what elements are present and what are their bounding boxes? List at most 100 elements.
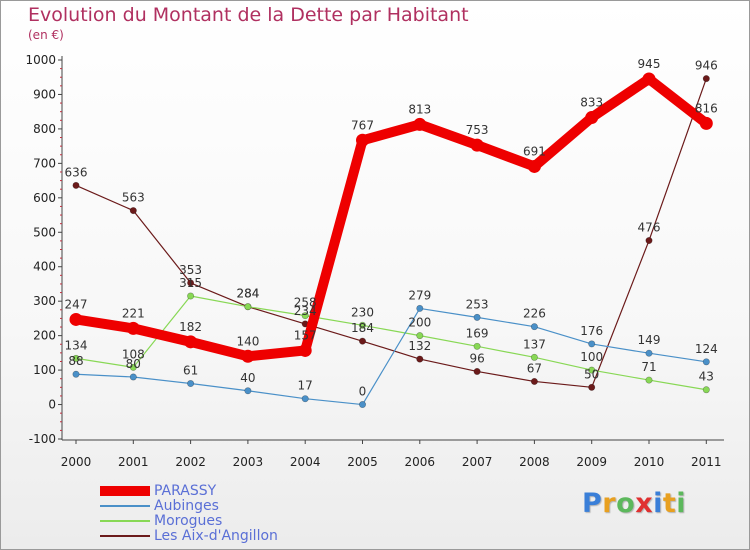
data-point [244, 387, 252, 395]
data-point [413, 117, 427, 131]
x-tick-label: 2007 [462, 455, 493, 469]
data-point [126, 321, 140, 335]
data-point [645, 349, 653, 357]
x-tick-label: 2006 [405, 455, 436, 469]
data-label: 0 [359, 385, 367, 399]
data-point [184, 335, 198, 349]
data-point [187, 380, 195, 388]
y-tick-label: 500 [33, 225, 56, 239]
y-tick-label: 600 [33, 191, 56, 205]
data-label: 353 [179, 263, 202, 277]
data-label: 476 [638, 221, 661, 235]
data-point [585, 111, 599, 125]
data-point [129, 207, 137, 215]
x-tick-label: 2004 [290, 455, 321, 469]
y-tick-label: 0 [48, 398, 56, 412]
data-point [645, 237, 653, 245]
data-label: 200 [408, 316, 431, 330]
data-label: 247 [65, 297, 88, 311]
data-label: 284 [236, 287, 259, 301]
logo-letter: i [676, 488, 687, 519]
data-label: 253 [466, 297, 489, 311]
y-tick-label: 200 [33, 329, 56, 343]
data-point [358, 337, 366, 345]
x-tick-label: 2011 [691, 455, 722, 469]
y-tick-label: 900 [33, 87, 56, 101]
logo-letter: x [635, 488, 654, 519]
data-point [69, 312, 83, 326]
data-point [699, 116, 713, 130]
data-point [358, 401, 366, 409]
data-point [187, 279, 195, 287]
x-tick-label: 2000 [61, 455, 92, 469]
chart-subtitle: (en €) [28, 28, 64, 42]
legend-swatch [100, 505, 150, 507]
data-point [244, 303, 252, 311]
legend-label: Les Aix-d'Angillon [154, 528, 278, 544]
data-point [72, 370, 80, 378]
data-label: 100 [580, 350, 603, 364]
legend-label: Morogues [154, 513, 223, 529]
data-label: 230 [351, 305, 374, 319]
data-label: 71 [641, 360, 656, 374]
data-label: 176 [580, 324, 603, 338]
data-label: 140 [236, 334, 259, 348]
data-point [129, 363, 137, 371]
data-label: 221 [122, 306, 145, 320]
data-label: 40 [240, 371, 255, 385]
y-tick-label: 700 [33, 156, 56, 170]
data-point [527, 159, 541, 173]
data-point [72, 354, 80, 362]
data-label: 636 [65, 165, 88, 179]
data-label: 691 [523, 144, 546, 158]
data-label: 182 [179, 320, 202, 334]
data-point [642, 72, 656, 86]
y-tick-label: -100 [29, 432, 56, 446]
data-point [473, 313, 481, 321]
data-point [588, 340, 596, 348]
data-point [356, 133, 369, 147]
data-label: 184 [351, 321, 374, 335]
data-point [470, 138, 484, 152]
x-tick-label: 2001 [118, 455, 149, 469]
data-label: 50 [584, 367, 599, 381]
data-label: 813 [408, 102, 431, 116]
data-label: 67 [527, 361, 542, 375]
data-label: 80 [126, 357, 141, 371]
data-point [298, 343, 312, 357]
data-label: 96 [469, 351, 484, 365]
data-label: 134 [65, 338, 88, 352]
data-point [416, 332, 424, 340]
data-label: 17 [298, 379, 313, 393]
data-label: 816 [695, 101, 718, 115]
y-tick-label: 100 [33, 363, 56, 377]
y-tick-label: 400 [33, 260, 56, 274]
data-label: 258 [294, 296, 317, 310]
data-label: 234 [294, 304, 317, 318]
x-tick-label: 2003 [233, 455, 264, 469]
data-label: 279 [408, 288, 431, 302]
data-point [416, 304, 424, 312]
data-label: 43 [699, 370, 714, 384]
series-line [75, 295, 707, 391]
x-tick-label: 2008 [519, 455, 550, 469]
logo-letter: t [662, 488, 677, 519]
data-label: 226 [523, 307, 546, 321]
data-point [530, 323, 538, 331]
y-tick-label: 300 [33, 294, 56, 308]
series-line [71, 73, 712, 362]
data-point [702, 358, 710, 366]
data-point [530, 377, 538, 385]
data-point [129, 373, 137, 381]
data-point [530, 353, 538, 361]
data-label: 169 [466, 326, 489, 340]
logo-letter: i [653, 488, 663, 519]
data-label: 945 [638, 57, 661, 71]
legend-label: Aubinges [154, 498, 219, 514]
proxiti-logo: Proxiti [582, 488, 686, 519]
data-point [416, 355, 424, 363]
y-tick-label: 800 [33, 122, 56, 136]
data-label: 149 [638, 333, 661, 347]
data-label: 753 [466, 123, 489, 137]
